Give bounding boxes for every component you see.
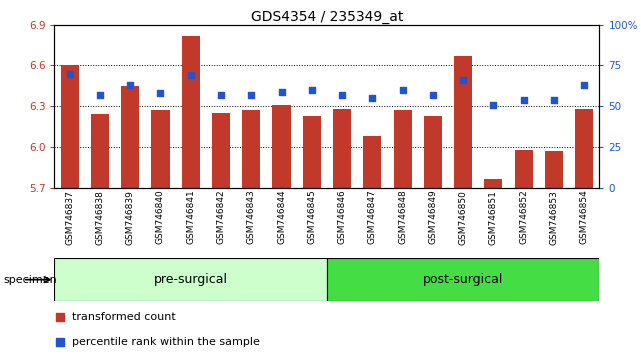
Bar bbox=[363, 136, 381, 188]
Bar bbox=[394, 110, 412, 188]
Point bbox=[155, 90, 165, 96]
Text: GSM746837: GSM746837 bbox=[65, 190, 74, 245]
Point bbox=[125, 82, 135, 88]
Bar bbox=[212, 113, 230, 188]
Text: GSM746838: GSM746838 bbox=[96, 190, 104, 245]
Point bbox=[488, 102, 499, 107]
Bar bbox=[91, 114, 109, 188]
Point bbox=[519, 97, 529, 103]
Point bbox=[367, 95, 378, 101]
Text: pre-surgical: pre-surgical bbox=[154, 273, 228, 286]
Point bbox=[549, 97, 559, 103]
Text: GSM746848: GSM746848 bbox=[398, 190, 407, 245]
Bar bbox=[242, 110, 260, 188]
Text: GSM746846: GSM746846 bbox=[338, 190, 347, 245]
Text: GSM746854: GSM746854 bbox=[579, 190, 588, 245]
Point bbox=[397, 87, 408, 93]
Point bbox=[458, 77, 469, 83]
Bar bbox=[272, 105, 290, 188]
Bar bbox=[454, 56, 472, 188]
Point bbox=[55, 339, 65, 344]
Point bbox=[186, 73, 196, 78]
Text: transformed count: transformed count bbox=[72, 312, 176, 322]
Text: GSM746842: GSM746842 bbox=[217, 190, 226, 244]
Text: GSM746839: GSM746839 bbox=[126, 190, 135, 245]
Bar bbox=[545, 151, 563, 188]
Bar bbox=[181, 36, 200, 188]
Bar bbox=[575, 109, 594, 188]
Bar bbox=[121, 86, 139, 188]
Bar bbox=[424, 116, 442, 188]
Point bbox=[246, 92, 256, 98]
Bar bbox=[54, 258, 327, 301]
Text: GSM746841: GSM746841 bbox=[186, 190, 196, 245]
Text: GSM746845: GSM746845 bbox=[307, 190, 316, 245]
Text: GSM746840: GSM746840 bbox=[156, 190, 165, 245]
Text: GSM746853: GSM746853 bbox=[549, 190, 558, 245]
Bar bbox=[333, 109, 351, 188]
Text: GSM746852: GSM746852 bbox=[519, 190, 528, 245]
Text: GSM746849: GSM746849 bbox=[428, 190, 437, 245]
Text: GSM746851: GSM746851 bbox=[489, 190, 498, 245]
Text: percentile rank within the sample: percentile rank within the sample bbox=[72, 337, 260, 347]
Bar bbox=[485, 179, 503, 188]
Text: GSM746847: GSM746847 bbox=[368, 190, 377, 245]
Bar bbox=[60, 65, 79, 188]
Point bbox=[579, 82, 589, 88]
Point bbox=[337, 92, 347, 98]
Text: GSM746843: GSM746843 bbox=[247, 190, 256, 245]
Point bbox=[276, 89, 287, 95]
Point bbox=[216, 92, 226, 98]
Point bbox=[95, 92, 105, 98]
Text: GSM746844: GSM746844 bbox=[277, 190, 286, 244]
Text: GSM746850: GSM746850 bbox=[458, 190, 468, 245]
Text: specimen: specimen bbox=[3, 275, 57, 285]
Bar bbox=[151, 110, 169, 188]
Point bbox=[55, 314, 65, 320]
Point bbox=[306, 87, 317, 93]
Bar bbox=[515, 150, 533, 188]
Text: post-surgical: post-surgical bbox=[423, 273, 503, 286]
Point bbox=[428, 92, 438, 98]
Bar bbox=[327, 258, 599, 301]
Bar bbox=[303, 116, 321, 188]
Point bbox=[65, 71, 75, 76]
Title: GDS4354 / 235349_at: GDS4354 / 235349_at bbox=[251, 10, 403, 24]
